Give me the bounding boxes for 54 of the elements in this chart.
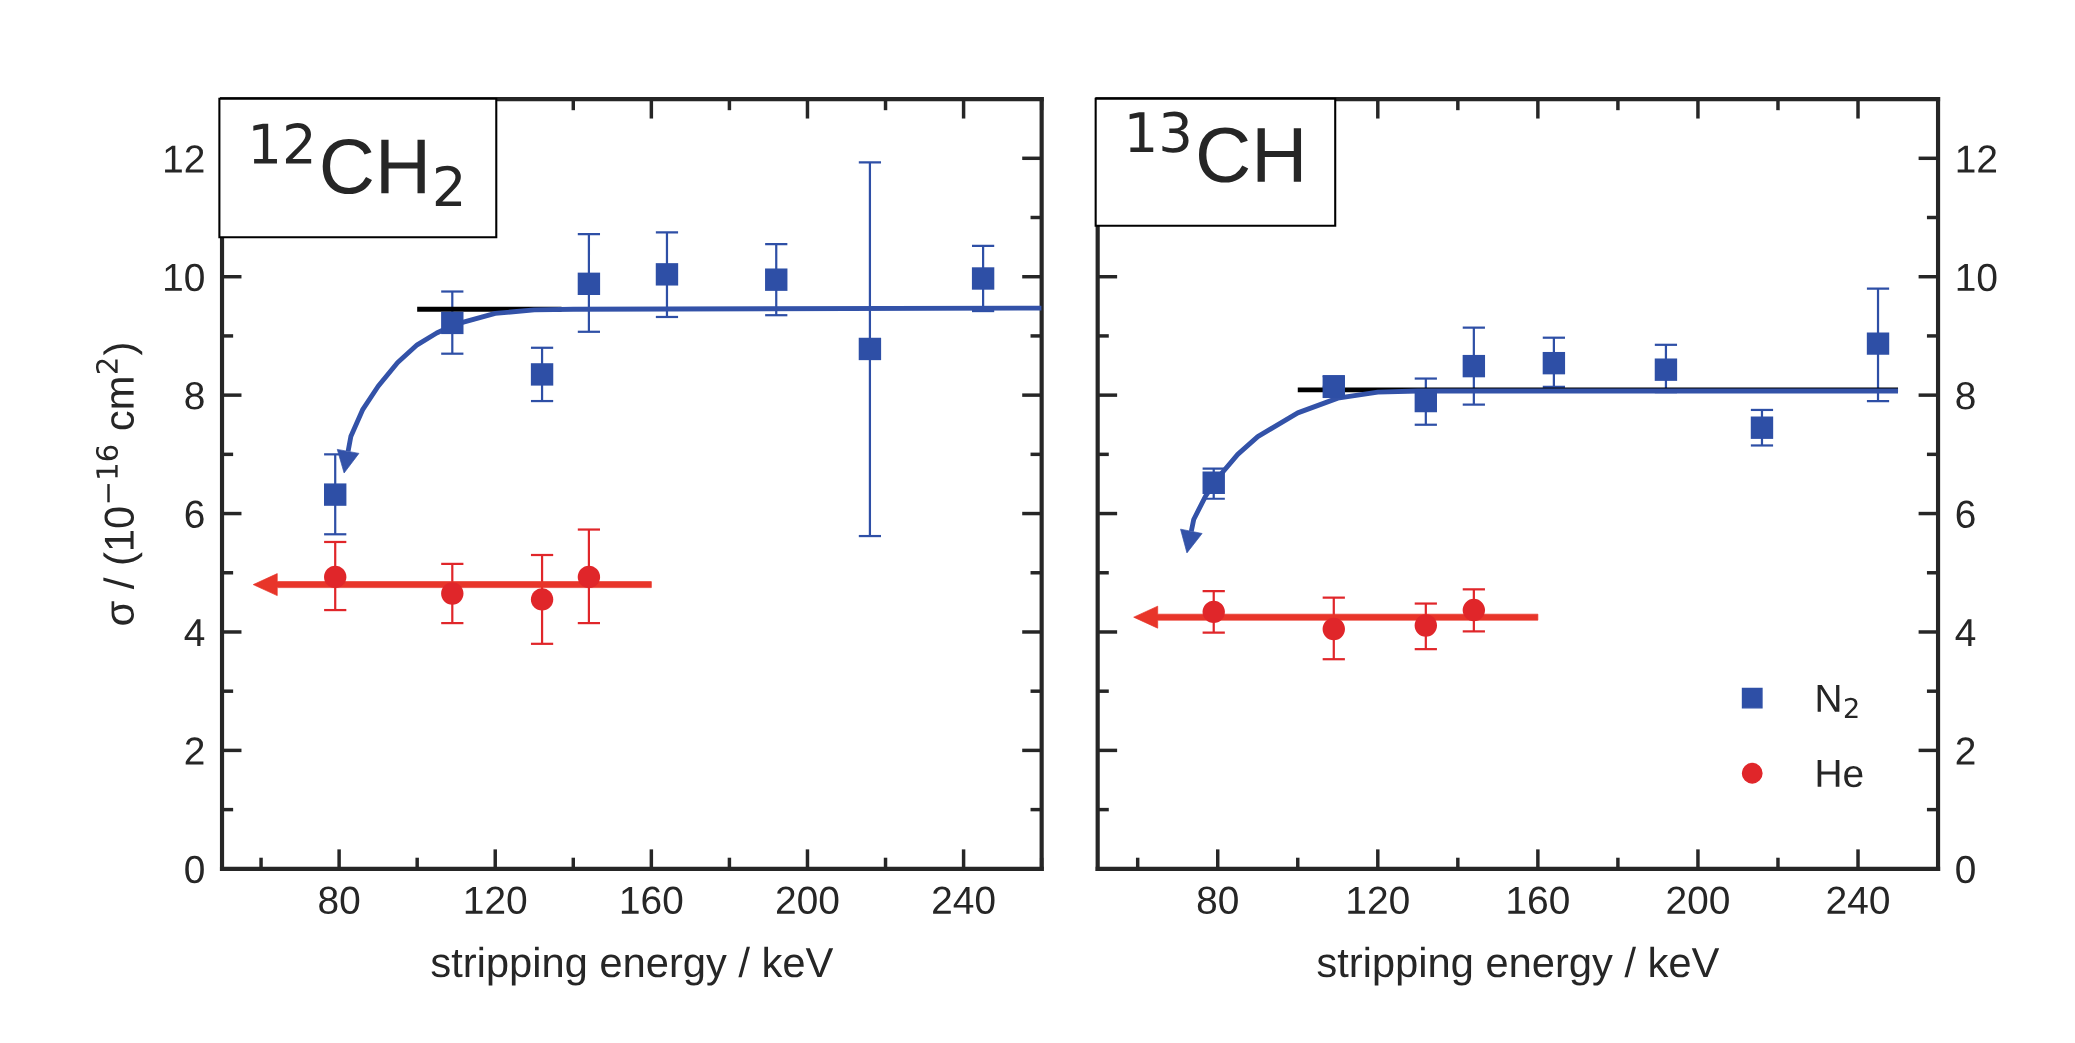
y2-tick-label: 0 — [1956, 855, 1975, 884]
point — [1414, 614, 1438, 637]
y2-tick-label: 8 — [1956, 382, 1975, 410]
point — [1322, 375, 1345, 399]
point — [1866, 332, 1890, 355]
x-tick-label: 200 — [1667, 886, 1729, 915]
point — [1462, 354, 1486, 378]
point — [324, 483, 347, 506]
y2-tick-label: 12 — [1957, 145, 1997, 173]
point — [577, 565, 601, 589]
point — [441, 311, 464, 335]
x-tick-label: 80 — [1197, 886, 1238, 915]
y2-tick-label: 4 — [1955, 619, 1976, 647]
point — [1654, 358, 1678, 381]
x-tick-label: 160 — [1508, 886, 1569, 915]
x-axis-title: stripping energy / keV — [1317, 946, 1720, 986]
point — [1322, 617, 1345, 641]
point — [1750, 416, 1774, 439]
x-tick-label: 240 — [1827, 886, 1889, 915]
y-tick-label: 4 — [184, 619, 205, 647]
point — [1202, 600, 1225, 624]
point — [858, 337, 882, 361]
point — [324, 565, 347, 589]
y-tick-label: 2 — [185, 737, 204, 765]
point — [1542, 351, 1566, 375]
y-tick-label: 8 — [185, 382, 204, 410]
point — [577, 272, 601, 296]
point — [1462, 598, 1486, 622]
x-tick-label: 80 — [319, 886, 360, 915]
x-tick-label: 240 — [933, 886, 995, 915]
point — [655, 263, 679, 286]
y2-tick-label: 2 — [1956, 737, 1975, 765]
x-tick-label: 120 — [1348, 886, 1409, 915]
y-tick-label: 12 — [165, 145, 204, 173]
legend-label: He — [1817, 760, 1863, 788]
point — [441, 582, 464, 605]
y-tick-label: 0 — [185, 855, 204, 884]
point — [971, 267, 995, 290]
point — [765, 268, 788, 291]
y-tick-label: 6 — [185, 500, 204, 529]
x-axis-title: stripping energy / keV — [431, 946, 834, 986]
annotation: $^{12}$CH$_{2}$ — [253, 123, 462, 207]
x-tick-label: 120 — [465, 886, 527, 915]
annotation: $^{13}$CH — [1129, 111, 1302, 183]
y-tick-label: 10 — [165, 263, 204, 292]
legend-label: N$_{2}$ — [1817, 684, 1858, 719]
x-tick-label: 160 — [621, 886, 683, 915]
y2-tick-label: 6 — [1956, 500, 1975, 529]
point — [530, 588, 554, 611]
x-tick-label: 200 — [776, 886, 839, 915]
y2-tick-label: 10 — [1957, 263, 1997, 292]
y-axis-title: σ / (10$^{−16}$ cm$^{2}$) — [96, 344, 143, 625]
point — [530, 363, 554, 386]
point — [1202, 471, 1225, 494]
